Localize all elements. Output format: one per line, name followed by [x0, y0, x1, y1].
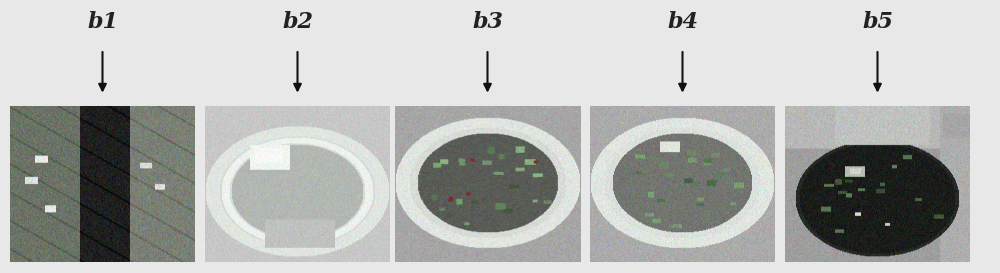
Text: b1: b1 [87, 11, 118, 33]
Text: b3: b3 [472, 11, 503, 33]
Text: b5: b5 [862, 11, 893, 33]
Text: b2: b2 [282, 11, 313, 33]
Text: b4: b4 [667, 11, 698, 33]
